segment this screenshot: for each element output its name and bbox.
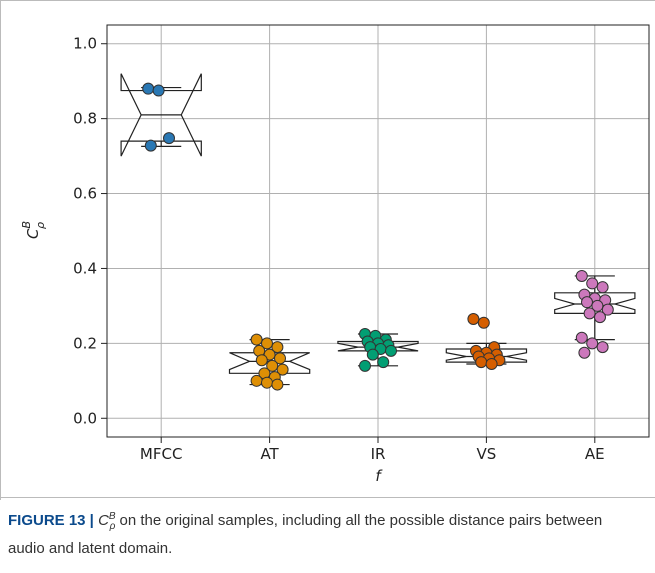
y-tick-label: 0.2 [73,334,97,352]
point [586,337,599,350]
point [163,132,175,145]
point [586,277,599,290]
caption-symbol: CBρ [98,511,116,532]
point [485,357,498,370]
point [250,333,263,346]
point [266,359,279,372]
point [477,316,490,329]
x-tick-label: VS [477,445,497,463]
point [467,313,480,326]
point [255,354,268,367]
point [359,359,371,372]
point [274,352,286,365]
chart: MFCC AT IR VS AE 0.0 0.2 0.4 0.6 0.8 1.0 CBρ f [0,0,655,500]
y-tick-label: 0.0 [73,409,97,427]
caption-text: on the original samples, including all t… [8,512,603,557]
point [575,331,588,344]
axes-frame [106,24,650,438]
y-label-base: C [24,228,42,239]
point [261,376,273,389]
point [596,341,609,354]
y-tick-label: 1.0 [73,35,97,53]
caption-label: FIGURE 13 | [8,512,94,529]
point [583,307,596,320]
box [120,73,202,157]
y-label-sup: B [20,221,33,229]
y-tick-label: 0.4 [73,259,97,277]
box [228,352,311,374]
point [591,299,604,312]
point [575,269,588,282]
point [385,344,397,357]
point [377,356,390,369]
plot-area: MFCC AT IR VS AE 0.0 0.2 0.4 0.6 0.8 1.0 [73,24,650,463]
x-tick-label: IR [371,445,386,463]
point [271,341,284,354]
symbol-sub: ρ [109,521,116,532]
box [554,292,636,314]
point [144,139,157,152]
y-tick-label: 0.6 [73,185,97,203]
y-tick-label: 0.8 [73,110,97,128]
point [261,337,273,350]
point [250,374,263,387]
point [366,348,379,361]
symbol-sup: B [108,511,116,522]
point [581,296,593,309]
y-label-sub: ρ [34,222,47,229]
box [337,340,419,352]
caption: FIGURE 13 | CBρ on the original samples,… [8,506,638,560]
point [271,378,284,391]
point [594,311,606,324]
point [276,363,289,376]
x-axis-label: f [375,467,383,485]
x-tick-label: MFCC [140,445,183,463]
point [578,346,591,359]
point [152,84,165,97]
symbol-base: C [98,512,109,529]
y-axis-label: CBρ [20,221,47,239]
point [601,303,614,316]
x-tick-label: AT [260,445,279,463]
box [445,348,528,363]
point [142,82,155,95]
point [596,281,609,294]
point [475,356,488,369]
x-tick-label: AE [585,445,605,463]
